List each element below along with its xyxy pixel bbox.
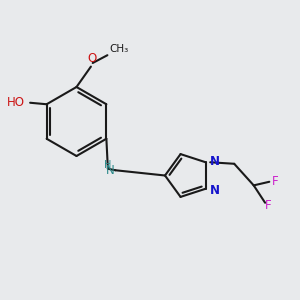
Text: F: F <box>265 199 272 212</box>
Text: N: N <box>210 184 220 197</box>
Text: H: H <box>104 160 112 170</box>
Text: O: O <box>87 52 96 65</box>
Text: F: F <box>272 175 279 188</box>
Text: N: N <box>210 155 220 168</box>
Text: HO: HO <box>7 96 25 109</box>
Text: N: N <box>106 164 115 177</box>
Text: CH₃: CH₃ <box>109 44 128 54</box>
